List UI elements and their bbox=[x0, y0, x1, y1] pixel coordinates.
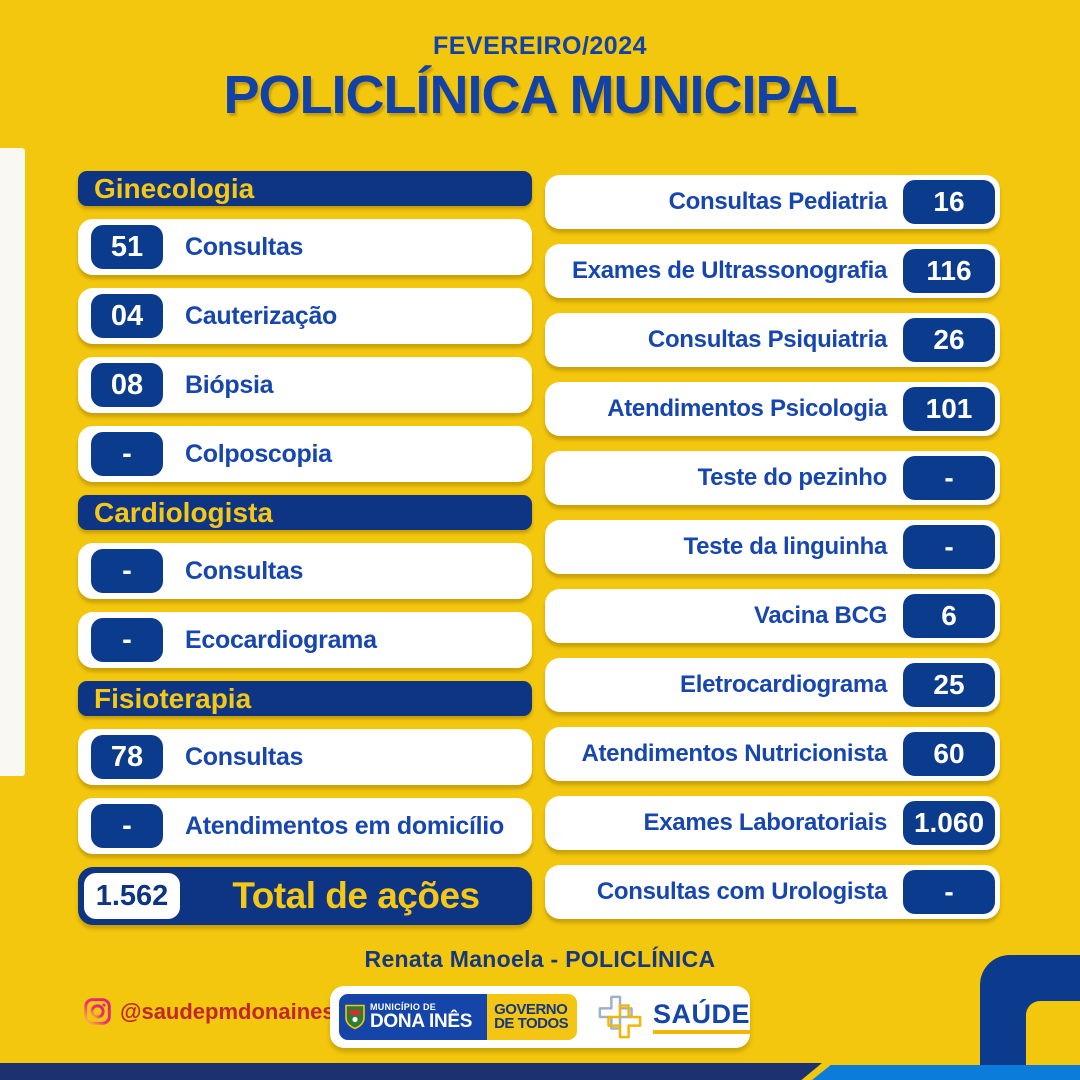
total-label: Total de ações bbox=[232, 875, 480, 916]
value-badge: 08 bbox=[91, 363, 163, 407]
total-actions-bar: 1.562 Total de ações bbox=[78, 867, 532, 925]
health-department-label: SAÚDE bbox=[652, 1000, 750, 1035]
corner-frame-decoration bbox=[980, 955, 1080, 1065]
value-badge: 6 bbox=[903, 594, 995, 638]
section-header-fisioterapia: Fisioterapia bbox=[78, 681, 532, 716]
municipality-name: MUNICÍPIO DE DONA INÊS bbox=[370, 1002, 473, 1032]
stat-label: Exames Laboratoriais bbox=[643, 809, 888, 836]
stat-row-ginecologia-biopsia: 08 Biópsia bbox=[78, 357, 532, 413]
period-label: FEVEREIRO/2024 bbox=[432, 32, 648, 60]
instagram-icon bbox=[84, 998, 111, 1025]
bottom-blue-band-decoration bbox=[812, 1065, 1080, 1080]
stat-label: Consultas bbox=[185, 556, 304, 585]
page-title: POLICLÍNICA MUNICIPAL bbox=[223, 65, 858, 125]
municipality-logo: MUNICÍPIO DE DONA INÊS bbox=[339, 994, 488, 1040]
stat-row-teste-pezinho: Teste do pezinho - bbox=[545, 451, 1000, 505]
stat-row-cardiologista-consultas: - Consultas bbox=[78, 543, 532, 599]
government-slogan: GOVERNO DE TODOS bbox=[487, 994, 577, 1040]
section-header-cardiologista: Cardiologista bbox=[78, 495, 532, 530]
stat-row-fisioterapia-domicilio: - Atendimentos em domicílio bbox=[78, 798, 532, 854]
stat-row-consultas-urologista: Consultas com Urologista - bbox=[545, 865, 1000, 919]
stat-row-atendimentos-psicologia: Atendimentos Psicologia 101 bbox=[545, 382, 1000, 436]
value-badge: - bbox=[903, 525, 995, 569]
stat-label: Exames de Ultrassonografia bbox=[572, 257, 887, 284]
stat-row-consultas-pediatria: Consultas Pediatria 16 bbox=[545, 175, 1000, 229]
stat-row-ginecologia-colposcopia: - Colposcopia bbox=[78, 426, 532, 482]
value-badge: 51 bbox=[91, 225, 163, 269]
stat-row-exames-ultrassonografia: Exames de Ultrassonografia 116 bbox=[545, 244, 1000, 298]
corner-frame-inner bbox=[1026, 1001, 1080, 1065]
value-badge: 25 bbox=[903, 663, 995, 707]
stat-row-teste-linguinha: Teste da linguinha - bbox=[545, 520, 1000, 574]
signature-text: Renata Manoela - POLICLÍNICA bbox=[364, 946, 716, 972]
stat-label: Consultas com Urologista bbox=[596, 878, 887, 905]
stat-row-fisioterapia-consultas: 78 Consultas bbox=[78, 729, 532, 785]
stat-label: Eletrocardiograma bbox=[680, 671, 887, 698]
left-column: Ginecologia 51 Consultas 04 Cauterização… bbox=[78, 171, 532, 925]
value-badge: 78 bbox=[91, 735, 163, 779]
value-badge: - bbox=[91, 618, 163, 662]
health-cross-icon bbox=[597, 994, 643, 1040]
stat-label: Ecocardiograma bbox=[185, 625, 377, 654]
stat-row-consultas-psiquiatria: Consultas Psiquiatria 26 bbox=[545, 313, 1000, 367]
stat-row-vacina-bcg: Vacina BCG 6 bbox=[545, 589, 1000, 643]
instagram-handle: @saudepmdonaines bbox=[84, 998, 335, 1025]
right-column: Consultas Pediatria 16 Exames de Ultrass… bbox=[545, 175, 1000, 934]
stat-label: Atendimentos Nutricionista bbox=[581, 740, 887, 767]
stat-label: Consultas Psiquiatria bbox=[647, 326, 887, 353]
stat-label: Atendimentos Psicologia bbox=[607, 395, 887, 422]
government-logo-bar: MUNICÍPIO DE DONA INÊS GOVERNO DE TODOS … bbox=[330, 986, 750, 1048]
value-badge: 26 bbox=[903, 318, 995, 362]
stat-label: Consultas bbox=[185, 742, 304, 771]
total-value-badge: 1.562 bbox=[84, 873, 180, 919]
value-badge: 16 bbox=[903, 180, 995, 224]
stat-label: Cauterização bbox=[185, 301, 338, 330]
value-badge: 04 bbox=[91, 294, 163, 338]
stat-label: Consultas bbox=[185, 232, 304, 261]
value-badge: 1.060 bbox=[903, 801, 995, 845]
stat-row-exames-laboratoriais: Exames Laboratoriais 1.060 bbox=[545, 796, 1000, 850]
stat-label: Atendimentos em domicílio bbox=[185, 811, 504, 840]
value-badge: 101 bbox=[903, 387, 995, 431]
stat-label: Biópsia bbox=[185, 370, 274, 399]
left-paper-strip-decoration bbox=[0, 148, 25, 776]
section-header-ginecologia: Ginecologia bbox=[78, 171, 532, 206]
value-badge: 60 bbox=[903, 732, 995, 776]
stat-row-eletrocardiograma: Eletrocardiograma 25 bbox=[545, 658, 1000, 712]
stat-label: Teste da linguinha bbox=[683, 533, 887, 560]
stat-row-ginecologia-cauterizacao: 04 Cauterização bbox=[78, 288, 532, 344]
stat-label: Teste do pezinho bbox=[697, 464, 888, 491]
value-badge: - bbox=[903, 456, 995, 500]
stat-label: Colposcopia bbox=[185, 439, 332, 468]
stat-row-ginecologia-consultas: 51 Consultas bbox=[78, 219, 532, 275]
stat-row-cardiologista-ecocardiograma: - Ecocardiograma bbox=[78, 612, 532, 668]
stat-row-atendimentos-nutricionista: Atendimentos Nutricionista 60 bbox=[545, 727, 1000, 781]
value-badge: - bbox=[903, 870, 995, 914]
municipal-crest-icon bbox=[344, 1004, 366, 1030]
value-badge: - bbox=[91, 804, 163, 848]
value-badge: - bbox=[91, 432, 163, 476]
stat-label: Consultas Pediatria bbox=[668, 188, 888, 215]
bottom-navy-band-decoration bbox=[0, 1063, 822, 1080]
value-badge: 116 bbox=[903, 249, 995, 293]
instagram-handle-text: @saudepmdonaines bbox=[120, 998, 335, 1024]
value-badge: - bbox=[91, 549, 163, 593]
stat-label: Vacina BCG bbox=[753, 602, 887, 629]
